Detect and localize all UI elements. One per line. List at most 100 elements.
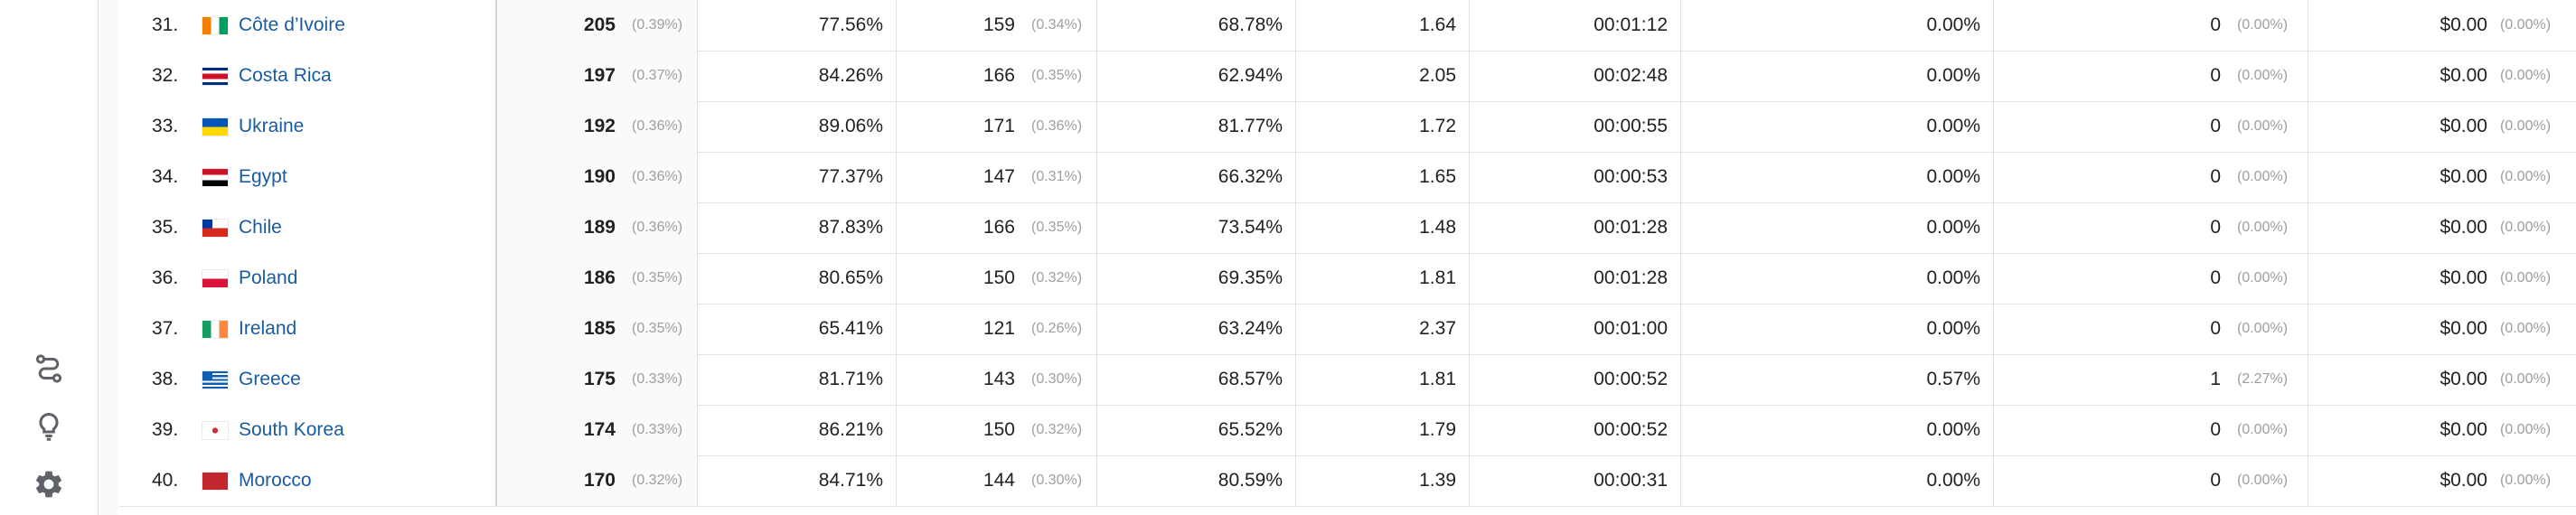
bounce-rate-value: 80.65% [818,267,883,288]
flag-icon [202,472,228,490]
bounce-rate-value: 65.41% [818,318,883,339]
exit-rate-value: 66.32% [1217,166,1283,187]
pages-per-session-value: 2.37 [1419,318,1456,339]
goal-completions-percent: (0.00%) [2237,422,2289,437]
table-row: 38. Greece 175 (0.33%) 81.71% 143 (0.30%… [119,354,2576,406]
sessions-cell: 150 (0.32%) [897,405,1097,455]
pages-per-session-cell: 2.37 [1296,304,1470,354]
country-cell: 35. Chile [119,202,497,253]
pages-per-session-cell: 1.65 [1296,152,1470,202]
revenue-cell: $0.00 (0.00%) [2308,152,2576,202]
avg-duration-value: 00:00:52 [1594,369,1668,389]
country-link[interactable]: Egypt [239,166,287,187]
row-rank: 38. [152,369,179,389]
country-link[interactable]: Poland [239,267,298,288]
country-link[interactable]: South Korea [239,419,344,440]
country-link[interactable]: Chile [239,217,282,238]
gear-icon[interactable] [33,468,65,501]
avg-duration-cell: 00:00:52 [1470,354,1681,405]
conversion-rate-cell: 0.00% [1681,455,1994,506]
table-row: 40. Morocco 170 (0.32%) 84.71% 144 (0.30… [119,455,2576,507]
revenue-value: $0.00 [2440,318,2487,339]
country-link[interactable]: Côte d’Ivoire [239,14,345,35]
pages-per-session-value: 1.65 [1419,166,1456,187]
sessions-value: 150 [982,419,1015,440]
avg-duration-cell: 00:01:12 [1470,0,1681,51]
revenue-percent: (0.00%) [2500,321,2552,336]
users-value: 189 [583,217,616,238]
revenue-percent: (0.00%) [2500,220,2552,235]
conversion-rate-cell: 0.00% [1681,0,1994,51]
conversion-rate-value: 0.00% [1926,470,1980,491]
sessions-value: 144 [982,470,1015,491]
avg-duration-value: 00:00:53 [1594,166,1668,187]
bounce-rate-value: 84.26% [818,65,883,86]
avg-duration-value: 00:01:28 [1594,267,1668,288]
avg-duration-value: 00:01:00 [1594,318,1668,339]
goal-completions-value: 0 [2210,166,2221,187]
pages-per-session-cell: 1.79 [1296,405,1470,455]
row-rank: 40. [152,470,179,491]
revenue-value: $0.00 [2440,217,2487,238]
conversion-rate-cell: 0.00% [1681,101,1994,152]
exit-rate-cell: 69.35% [1097,253,1296,304]
country-link[interactable]: Ukraine [239,116,305,136]
exit-rate-cell: 73.54% [1097,202,1296,253]
bounce-rate-cell: 80.65% [698,253,897,304]
bounce-rate-value: 89.06% [818,116,883,136]
goal-completions-value: 0 [2210,267,2221,288]
exit-rate-value: 68.57% [1217,369,1283,389]
country-link[interactable]: Greece [239,369,301,389]
flag-icon [202,370,228,389]
country-cell: 31. Côte d’Ivoire [119,0,497,51]
conversion-rate-cell: 0.00% [1681,202,1994,253]
sessions-cell: 144 (0.30%) [897,455,1097,506]
conversion-rate-cell: 0.00% [1681,304,1994,354]
country-link[interactable]: Costa Rica [239,65,332,86]
revenue-percent: (0.00%) [2500,68,2552,83]
exit-rate-value: 63.24% [1217,318,1283,339]
country-link[interactable]: Morocco [239,470,312,491]
exit-rate-cell: 63.24% [1097,304,1296,354]
goal-completions-percent: (0.00%) [2237,321,2289,336]
avg-duration-cell: 00:00:52 [1470,405,1681,455]
table-row: 36. Poland 186 (0.35%) 80.65% 150 (0.32%… [119,253,2576,304]
goal-completions-cell: 0 (0.00%) [1994,202,2308,253]
avg-duration-cell: 00:02:48 [1470,51,1681,101]
pages-per-session-value: 1.48 [1419,217,1456,238]
flow-icon[interactable] [33,352,65,385]
users-value: 174 [583,419,616,440]
sessions-cell: 159 (0.34%) [897,0,1097,51]
goal-completions-value: 0 [2210,116,2221,136]
revenue-value: $0.00 [2440,267,2487,288]
conversion-rate-cell: 0.00% [1681,152,1994,202]
goal-completions-percent: (0.00%) [2237,68,2289,83]
lightbulb-icon[interactable] [33,410,65,443]
exit-rate-cell: 81.77% [1097,101,1296,152]
left-sidebar [0,0,99,515]
revenue-value: $0.00 [2440,419,2487,440]
country-cell: 34. Egypt [119,152,497,202]
users-percent: (0.33%) [632,371,683,387]
country-link[interactable]: Ireland [239,318,297,339]
bounce-rate-value: 87.83% [818,217,883,238]
sessions-value: 143 [982,369,1015,389]
revenue-value: $0.00 [2440,470,2487,491]
table-row: 31. Côte d’Ivoire 205 (0.39%) 77.56% 159… [119,0,2576,52]
users-cell: 189 (0.36%) [497,202,698,253]
goal-completions-value: 1 [2210,369,2221,389]
pages-per-session-cell: 1.81 [1296,354,1470,405]
exit-rate-cell: 62.94% [1097,51,1296,101]
avg-duration-cell: 00:00:53 [1470,152,1681,202]
row-rank: 39. [152,419,179,440]
country-cell: 33. Ukraine [119,101,497,152]
sessions-value: 166 [982,65,1015,86]
pages-per-session-cell: 1.48 [1296,202,1470,253]
goal-completions-cell: 0 (0.00%) [1994,455,2308,506]
row-rank: 37. [152,318,179,339]
goal-completions-cell: 0 (0.00%) [1994,253,2308,304]
conversion-rate-value: 0.57% [1926,369,1980,389]
sessions-percent: (0.35%) [1031,68,1083,83]
avg-duration-value: 00:01:12 [1594,14,1668,35]
exit-rate-value: 68.78% [1217,14,1283,35]
